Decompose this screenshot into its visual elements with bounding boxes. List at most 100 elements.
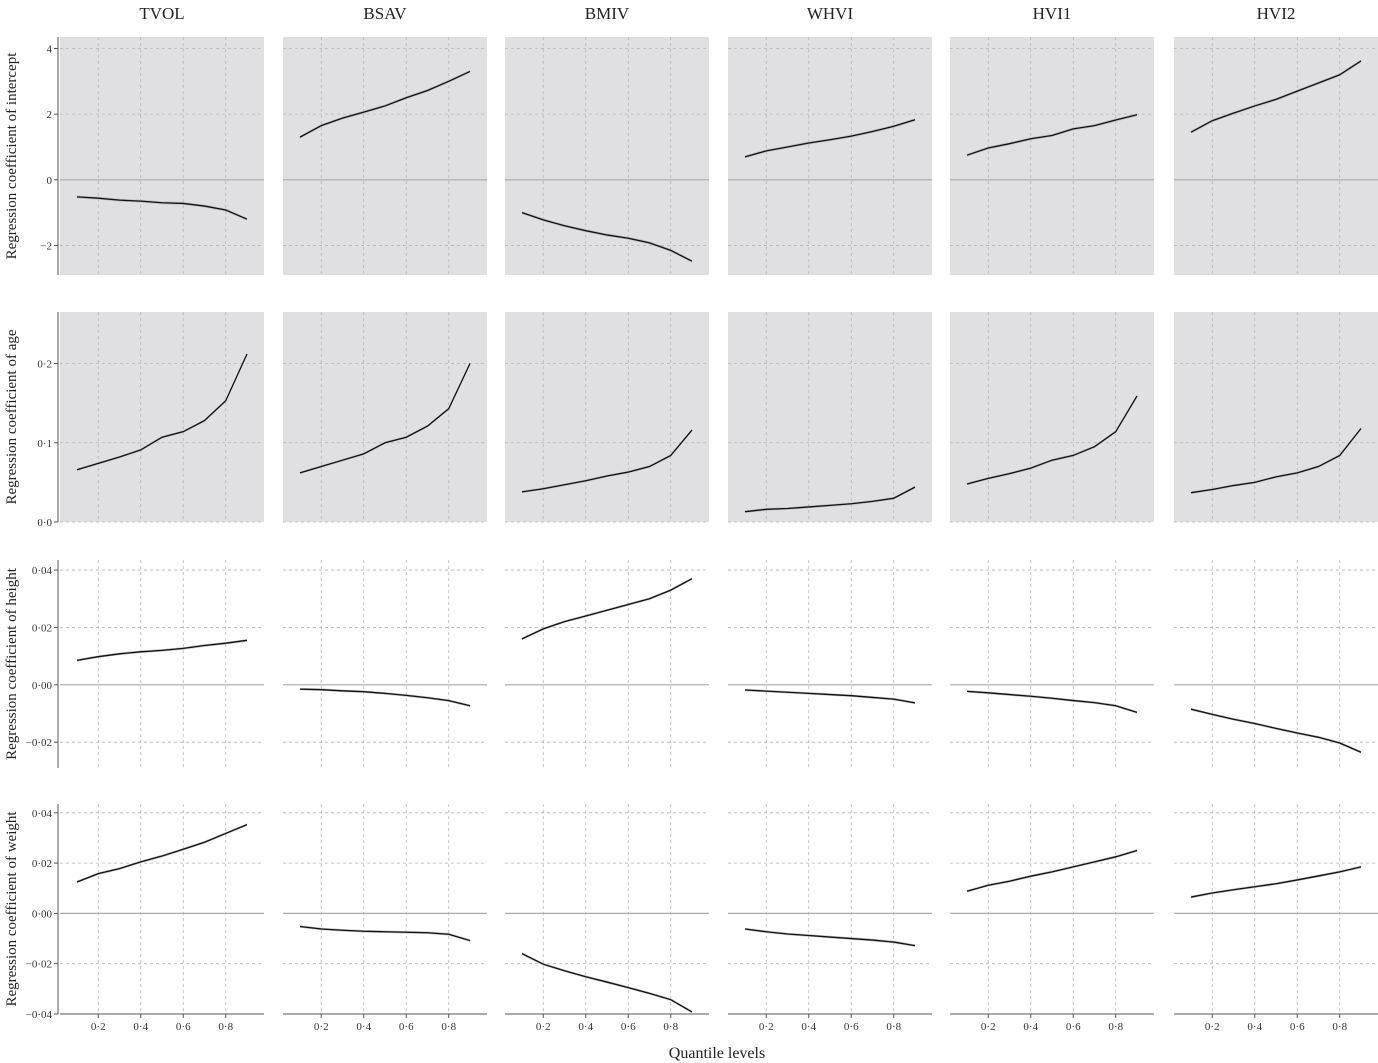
x-tick-label: 0·4 xyxy=(356,1021,371,1033)
x-axis-label: Quantile levels xyxy=(669,1045,765,1062)
panel-weight-bsav: 0·2 0·4 0·6 0·8 xyxy=(283,804,487,1033)
series-line-tvol xyxy=(76,353,248,471)
panel-weight-whvi: 0·2 0·4 0·6 0·8 xyxy=(728,804,932,1033)
panel-background xyxy=(505,804,709,1014)
series-line-hvi2 xyxy=(1190,708,1362,753)
panel-age-tvol xyxy=(60,312,264,523)
series-line-hvi2 xyxy=(1190,60,1362,133)
x-tick-label: 0·6 xyxy=(844,1021,859,1033)
y-tick-label: 0·04 xyxy=(32,565,53,577)
column-titles: TVOL BSAV BMIV WHVI HVI1 HVI2 xyxy=(139,4,1295,23)
confidence-band xyxy=(745,118,915,159)
panel-grid: −20240·00·10·2−0·020·000·020·04−0·04−0·0… xyxy=(26,37,1378,1033)
series-line-hvi1 xyxy=(966,690,1138,713)
panel-background xyxy=(283,804,487,1014)
panel-background xyxy=(283,560,487,768)
y-tick-label: 0·00 xyxy=(32,680,53,692)
y-tick-label: 0·02 xyxy=(32,622,52,634)
y-tick-label: 0·04 xyxy=(32,808,53,820)
y-tick-label: 0·0 xyxy=(37,517,52,529)
x-tick-label: 0·4 xyxy=(578,1021,593,1033)
column-title-bmiv: BMIV xyxy=(585,4,630,23)
panel-weight-hvi1: 0·2 0·4 0·6 0·8 xyxy=(950,804,1154,1033)
panel-intercept-tvol xyxy=(60,37,264,275)
panel-background xyxy=(950,312,1154,522)
x-tick-label: 0·2 xyxy=(1205,1021,1220,1033)
series-line-tvol xyxy=(76,824,248,883)
panel-background xyxy=(728,312,932,522)
x-tick-label: 0·2 xyxy=(91,1021,106,1033)
row-label-intercept: Regression coefficient of intercept xyxy=(4,52,20,260)
series-line-whvi xyxy=(744,119,916,158)
panel-background xyxy=(60,804,264,1014)
panel-background xyxy=(1174,312,1378,522)
panel-intercept-hvi1 xyxy=(950,37,1154,275)
row-label-height: Regression coefficient of height xyxy=(4,567,20,760)
panel-intercept-bsav xyxy=(283,37,487,275)
panel-background xyxy=(283,312,487,522)
confidence-band xyxy=(300,362,470,475)
panel-height-hvi1 xyxy=(950,560,1154,768)
x-tick-label: 0·2 xyxy=(536,1021,551,1033)
series-line-bsav xyxy=(299,363,471,474)
series-line-hvi1 xyxy=(966,114,1138,156)
y-tick-label: −0·04 xyxy=(26,1009,53,1021)
y-tick-label: −0·02 xyxy=(26,737,52,749)
x-tick-label: 0·6 xyxy=(1066,1021,1081,1033)
panel-age-whvi xyxy=(728,312,932,523)
panel-background xyxy=(950,37,1154,275)
panel-intercept-whvi xyxy=(728,37,932,275)
y-tick-label: −2 xyxy=(40,240,52,252)
series-line-hvi1 xyxy=(966,395,1138,485)
x-tick-label: 0·8 xyxy=(441,1021,456,1033)
panel-age-bsav xyxy=(283,312,487,523)
panel-background xyxy=(950,804,1154,1014)
panel-background xyxy=(60,312,264,522)
panel-background xyxy=(60,560,264,768)
panel-background xyxy=(728,804,932,1014)
y-axis-intercept: −2 0 2 4 xyxy=(40,37,59,275)
series-line-bsav xyxy=(299,70,471,138)
y-axis-age: 0·0 0·1 0·2 xyxy=(37,312,59,529)
y-tick-label: 0·1 xyxy=(37,438,52,450)
confidence-band xyxy=(300,925,470,942)
x-tick-label: 0·4 xyxy=(1023,1021,1038,1033)
y-tick-label: 2 xyxy=(47,109,53,121)
column-title-hvi1: HVI1 xyxy=(1033,4,1072,23)
panel-intercept-bmiv xyxy=(505,37,709,275)
series-line-whvi xyxy=(744,689,916,704)
column-title-whvi: WHVI xyxy=(807,4,854,23)
y-tick-label: 0·00 xyxy=(32,908,53,920)
row-labels: Regression coefficient of intercept Regre… xyxy=(4,52,20,1007)
x-tick-label: 0·8 xyxy=(1108,1021,1123,1033)
panel-age-hvi2 xyxy=(1174,312,1378,523)
y-tick-label: 0·2 xyxy=(37,359,52,371)
series-line-bmiv xyxy=(521,578,693,640)
confidence-band xyxy=(522,428,692,494)
y-axis-height: −0·02 0·00 0·02 0·04 xyxy=(26,560,59,768)
panel-background xyxy=(505,560,709,768)
y-tick-label: 0·02 xyxy=(32,858,52,870)
series-line-bsav xyxy=(299,688,471,707)
panel-height-bsav xyxy=(283,560,487,768)
row-label-weight: Regression coefficient of weight xyxy=(4,811,20,1007)
x-tick-label: 0·8 xyxy=(218,1021,233,1033)
x-tick-label: 0·2 xyxy=(759,1021,774,1033)
column-title-hvi2: HVI2 xyxy=(1257,4,1296,23)
panel-background xyxy=(505,312,709,522)
panel-background xyxy=(505,37,709,275)
panel-height-hvi2 xyxy=(1174,560,1378,768)
panel-background xyxy=(283,37,487,275)
panel-background xyxy=(728,37,932,275)
panel-background xyxy=(728,560,932,768)
x-tick-label: 0·8 xyxy=(1332,1021,1347,1033)
series-line-whvi xyxy=(744,928,916,947)
panel-weight-bmiv: 0·2 0·4 0·6 0·8 xyxy=(505,804,709,1033)
series-line-hvi1 xyxy=(966,849,1138,892)
panel-age-hvi1 xyxy=(950,312,1154,523)
row-label-age: Regression coefficient of age xyxy=(4,329,20,504)
y-tick-label: 4 xyxy=(47,43,53,55)
series-line-hvi2 xyxy=(1190,428,1362,494)
x-tick-label: 0·6 xyxy=(621,1021,636,1033)
series-line-bmiv xyxy=(521,429,693,493)
